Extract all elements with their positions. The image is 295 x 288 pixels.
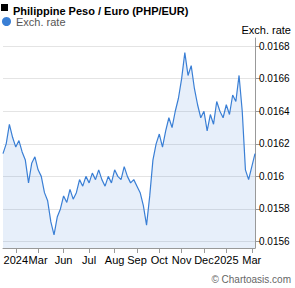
- svg-text:0.016: 0.016: [259, 171, 284, 182]
- svg-text:Dec: Dec: [194, 254, 214, 266]
- svg-text:0.0156: 0.0156: [259, 236, 290, 247]
- svg-text:Mar: Mar: [242, 254, 261, 266]
- svg-text:Exch. rate: Exch. rate: [16, 16, 66, 28]
- svg-text:Aug: Aug: [105, 254, 125, 266]
- svg-text:Sep: Sep: [127, 254, 147, 266]
- svg-text:Jul: Jul: [82, 254, 96, 266]
- svg-text:Nov: Nov: [172, 254, 192, 266]
- svg-text:0.0158: 0.0158: [259, 203, 290, 214]
- svg-text:0.0162: 0.0162: [259, 138, 290, 149]
- svg-text:2024: 2024: [4, 254, 28, 266]
- svg-text:0.0166: 0.0166: [259, 73, 290, 84]
- svg-text:Exch. rate: Exch. rate: [241, 24, 291, 36]
- svg-text:2025: 2025: [214, 254, 238, 266]
- svg-text:Jun: Jun: [55, 254, 73, 266]
- svg-text:0.0164: 0.0164: [259, 106, 290, 117]
- svg-text:© Chartoasis.com: © Chartoasis.com: [211, 274, 291, 285]
- svg-text:Philippine Peso / Euro (PHP/EU: Philippine Peso / Euro (PHP/EUR): [13, 5, 189, 17]
- svg-text:Mar: Mar: [29, 254, 48, 266]
- svg-text:Oct: Oct: [151, 254, 168, 266]
- svg-text:0.0168: 0.0168: [259, 41, 290, 52]
